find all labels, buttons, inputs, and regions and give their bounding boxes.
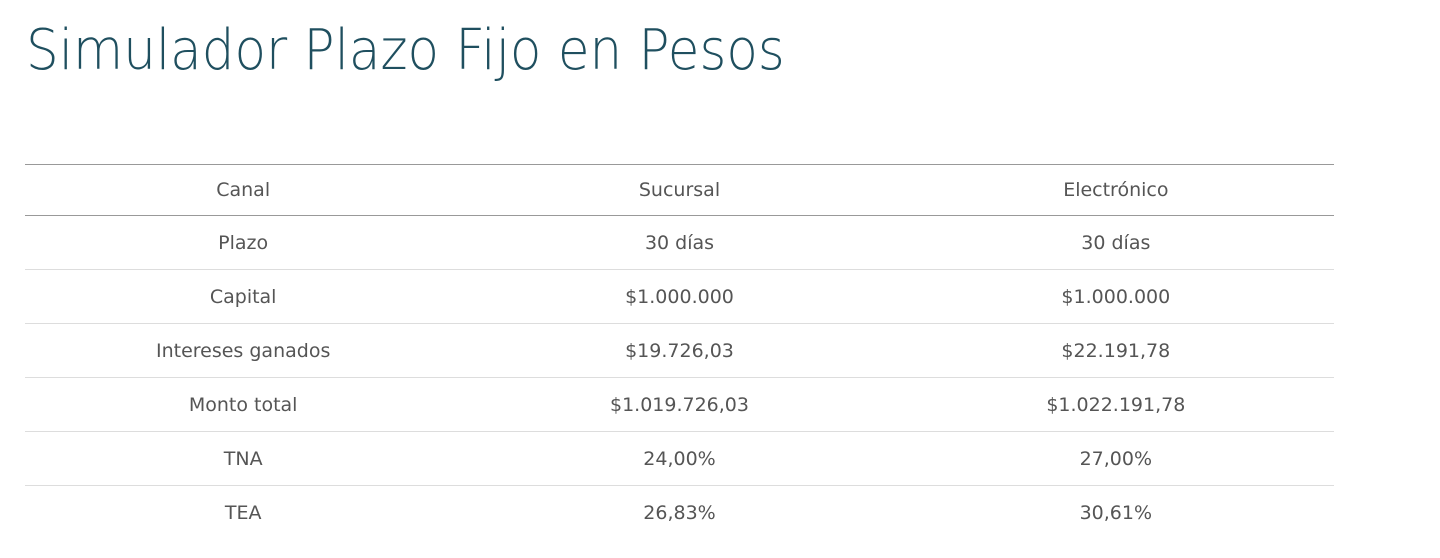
column-header: Sucursal: [461, 164, 898, 216]
cell: 27,00%: [897, 431, 1334, 486]
table-row: Plazo 30 días 30 días: [25, 215, 1334, 270]
table-row: Capital $1.000.000 $1.000.000: [25, 269, 1334, 324]
cell: $1.000.000: [897, 269, 1334, 324]
table-row: Monto total $1.019.726,03 $1.022.191,78: [25, 377, 1334, 432]
table-row: Intereses ganados $19.726,03 $22.191,78: [25, 323, 1334, 378]
cell: $22.191,78: [897, 323, 1334, 378]
header-row: Canal Sucursal Electrónico: [25, 164, 1334, 216]
results-table: Canal Sucursal Electrónico Plazo 30 días 30 …: [25, 164, 1334, 539]
table-head: Canal Sucursal Electrónico: [25, 164, 1334, 216]
table-row: TEA 26,83% 30,61%: [25, 486, 1334, 540]
row-label: Plazo: [25, 215, 462, 270]
cell: $19.726,03: [461, 323, 898, 378]
cell: $1.019.726,03: [461, 377, 898, 432]
row-label: Monto total: [25, 377, 462, 432]
column-header: Electrónico: [897, 164, 1334, 216]
cell: 24,00%: [461, 431, 898, 486]
row-label: Intereses ganados: [25, 323, 462, 378]
table-body: Plazo 30 días 30 días Capital $1.000.000 $1.0…: [25, 215, 1334, 540]
title: Simulador Plazo Fijo en Pesos: [26, 18, 785, 83]
cell: $1.022.191,78: [897, 377, 1334, 432]
cell: $1.000.000: [461, 269, 898, 324]
cell: 26,83%: [643, 501, 716, 524]
table-row: TNA 24,00% 27,00%: [25, 431, 1334, 486]
row-label: TEA: [224, 501, 262, 524]
cell: 30 días: [461, 215, 898, 270]
cell: 30,61%: [1079, 501, 1153, 524]
row-label: Capital: [25, 269, 462, 324]
cell: 30 días: [897, 215, 1334, 270]
column-header: Canal: [25, 164, 462, 216]
row-label: TNA: [25, 431, 462, 486]
